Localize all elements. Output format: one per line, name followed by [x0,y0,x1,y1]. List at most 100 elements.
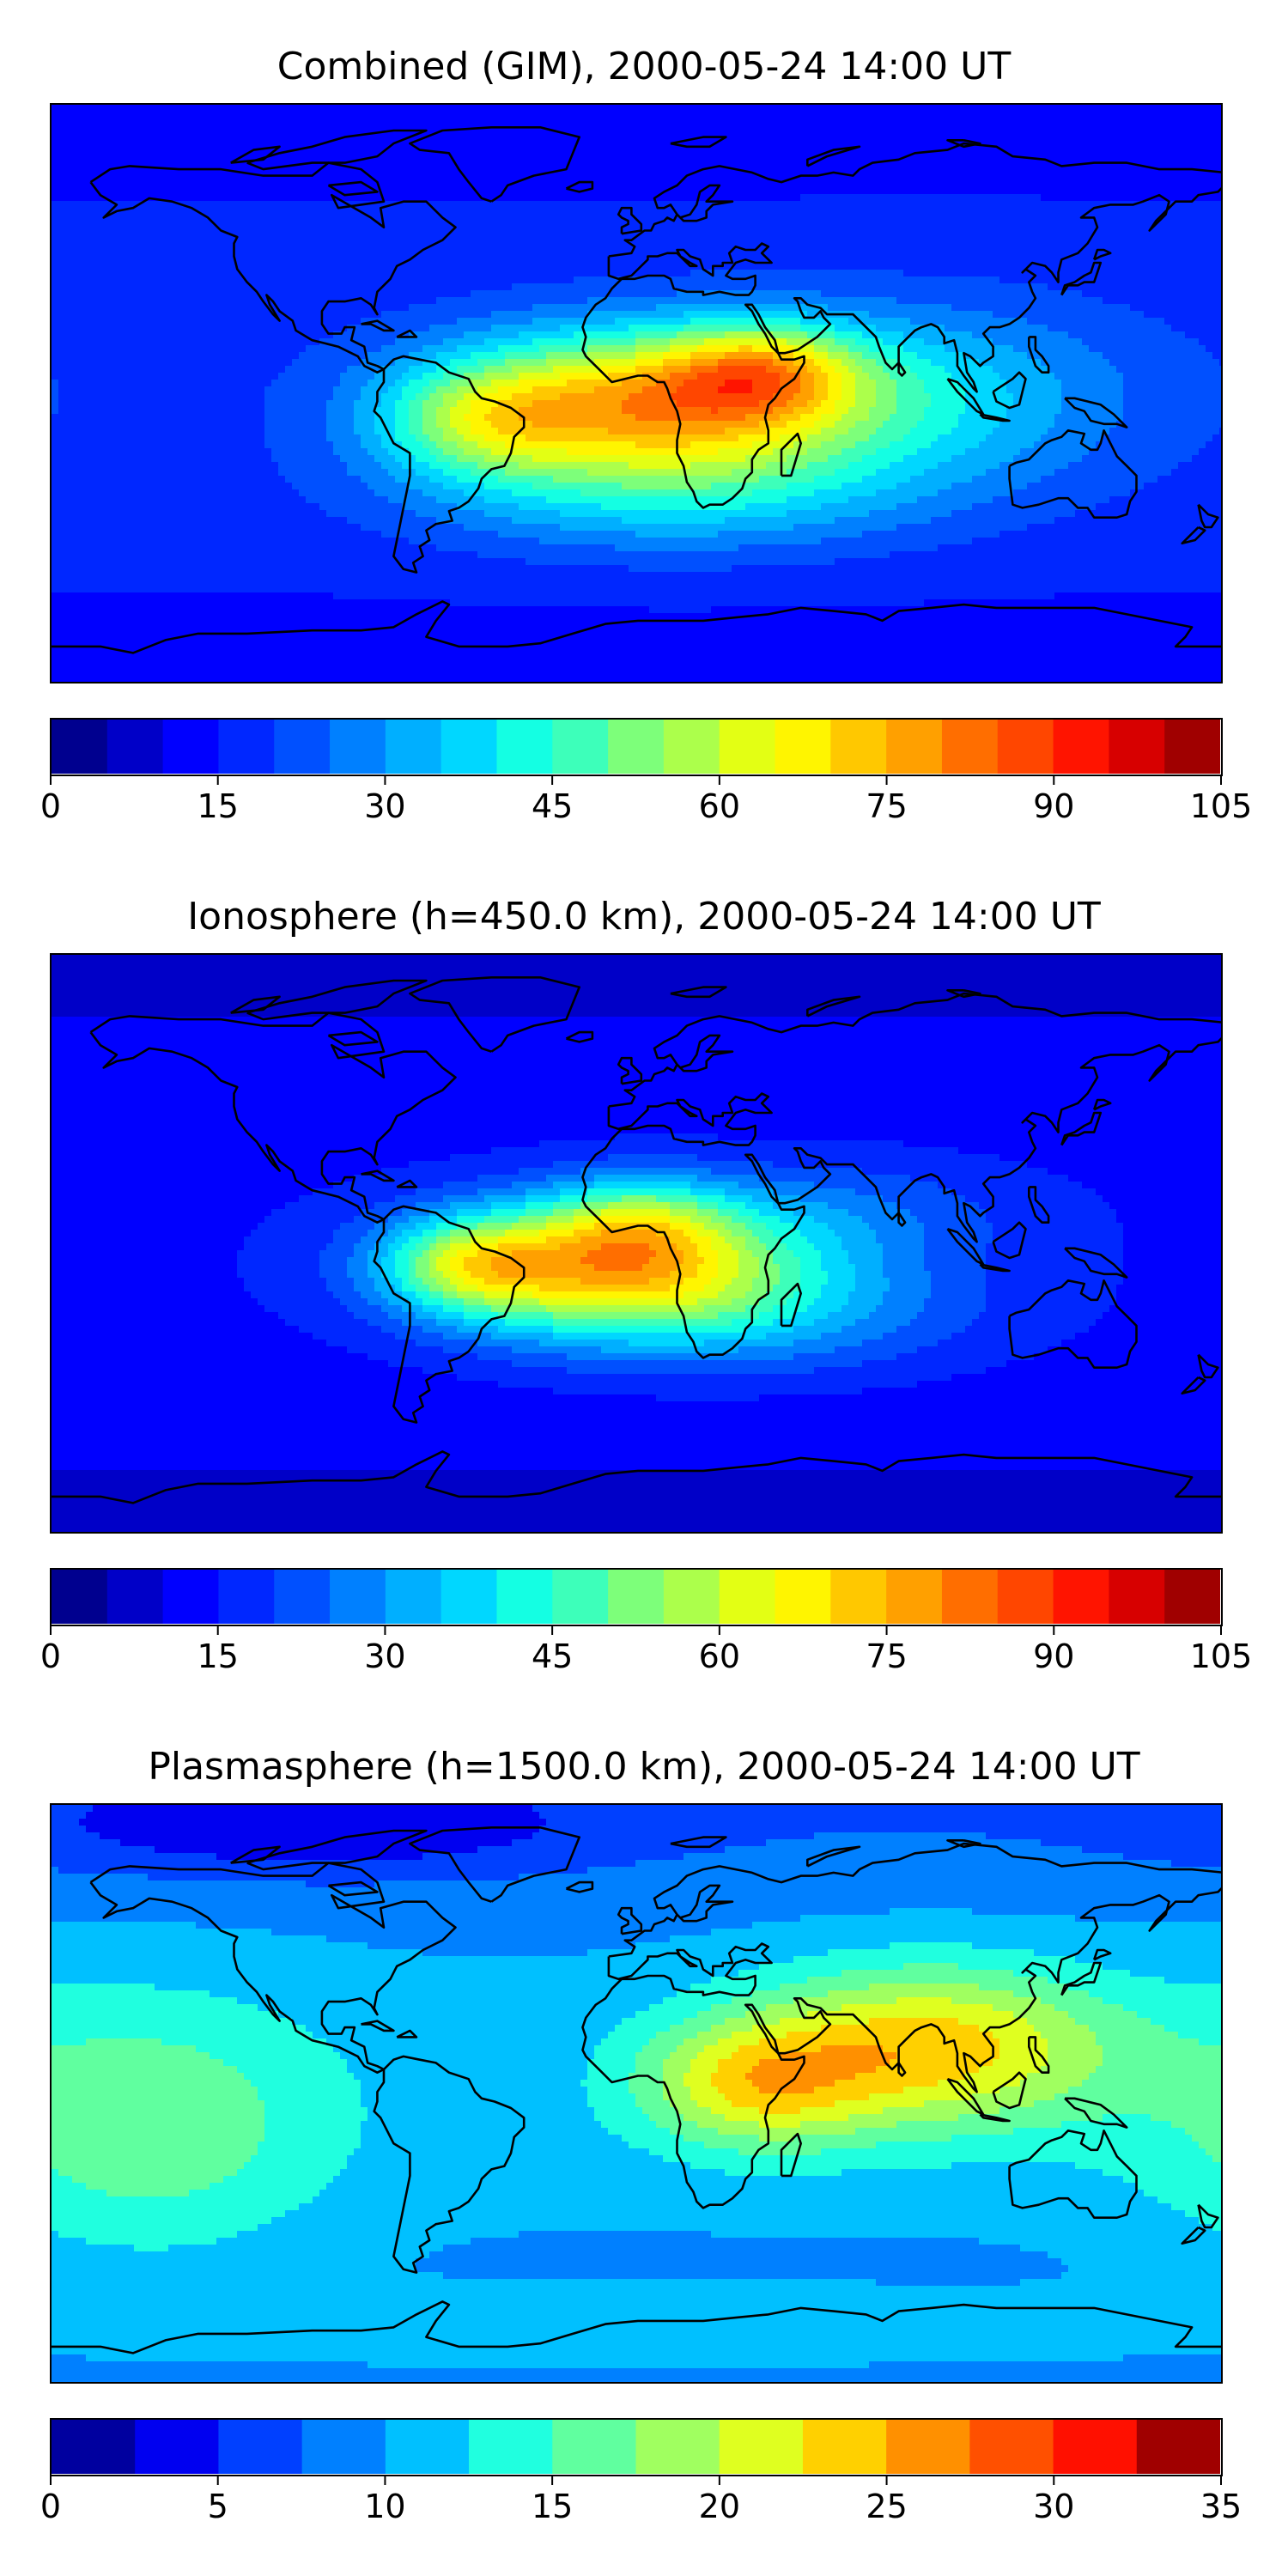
colorbar-bin [330,720,386,774]
coastline [780,432,802,477]
colorbar-bin [385,2420,470,2474]
coastline [979,413,1011,422]
coastline [373,355,526,574]
coastline [581,1842,1221,2209]
coastline [1092,1948,1112,1961]
coastline [676,1884,734,1923]
coastline [897,361,907,377]
colorbar-bin [635,2420,720,2474]
colorbar-tick-label: 5 [208,2488,228,2525]
coastline [581,142,1221,509]
coastline [806,145,861,167]
coastline [946,1227,985,1266]
colorbar-bin [106,720,164,774]
coastline [1064,2097,1128,2129]
colorbar-ticks-svg: 0 15 30 45 60 75 90 105 [40,1626,1252,1675]
colorbar-bin [1053,1570,1109,1624]
colorbar-bin [941,720,999,774]
coastline [1028,336,1050,374]
colorbar-bin [608,720,665,774]
colorbar-bin [802,2420,887,2474]
colorbar-bin [886,720,943,774]
coastline [230,995,281,1014]
coastline [246,129,428,171]
colorbar-bin [552,1570,609,1624]
coastline [581,992,1221,1359]
coastline [327,1030,379,1047]
colorbar-tick-label: 0 [40,1637,61,1675]
coastline [897,1212,907,1227]
heatmap-combined [52,105,1221,682]
coastline [806,1845,861,1868]
colorbar-bin [52,1570,108,1624]
colorbar-tick-label: 20 [699,2488,740,2525]
coastline [409,976,580,1053]
coastline [52,2300,1221,2354]
coastline [1028,1186,1050,1224]
colorbar-bin [330,1570,386,1624]
colorbar-bin [1109,1570,1165,1624]
colorbar-tick-label: 35 [1200,2488,1242,2525]
colorbar-bin [1109,720,1165,774]
coastline [1092,248,1112,261]
chart-title: Ionosphere (h=450.0 km), 2000-05-24 14:0… [0,895,1288,939]
coastline [230,1845,281,1864]
colorbar-tick-label: 105 [1190,1637,1253,1675]
coastline [361,1170,395,1182]
colorbar-bin [1053,2420,1138,2474]
coastline [52,600,1221,654]
coastline [396,2029,418,2038]
coastline [1028,2036,1050,2074]
colorbar-bin [52,2420,136,2474]
colorbar-tick-label: 90 [1033,1637,1074,1675]
colorbar-bin [162,720,220,774]
coastline [780,1282,802,1327]
colorbar-ticks: 0 5 10 15 20 25 30 35 [40,2476,1242,2528]
colorbar-bin [830,720,887,774]
coastline [246,979,428,1021]
colorbar-tick-label: 30 [364,787,405,825]
coastline [617,1906,643,1935]
coastline [52,1450,1221,1504]
colorbar-bin [52,720,108,774]
colorbar-bin [274,720,331,774]
colorbar-bin [496,1570,553,1624]
coastline [409,126,580,203]
coastline [89,1862,457,2074]
coastline [992,1221,1027,1260]
coastline [1181,1376,1206,1395]
colorbar-tick-label: 0 [40,2488,61,2525]
coastline [396,329,418,338]
colorbar-bin [886,1570,943,1624]
colorbar-bin [941,1570,999,1624]
coastline [1197,1353,1219,1379]
colorbar-svg [52,720,1220,774]
colorbar-tick-label: 45 [532,787,573,825]
colorbar-tick-label: 90 [1033,787,1074,825]
coastline [409,1826,580,1903]
coastline [992,371,1027,410]
coastline [1064,397,1128,428]
coastline [565,1030,594,1043]
colorbar-ticks: 0 15 30 45 60 75 90 105 [40,1626,1252,1678]
map-frame [50,1803,1223,2384]
colorbar-tick-label: 60 [699,787,740,825]
colorbar-bin [301,2420,386,2474]
colorbar-bin [886,2420,970,2474]
colorbar-bin [608,1570,665,1624]
coastline [670,986,727,999]
colorbar-bin [274,1570,331,1624]
colorbar-tick-label: 75 [866,787,907,825]
colorbar-tick-label: 60 [699,1637,740,1675]
coastline [361,319,395,332]
coastline [361,2020,395,2032]
colorbar-ticks-svg: 0 5 10 15 20 25 30 35 [40,2476,1242,2525]
colorbar-bin [218,720,275,774]
coastline [1181,2226,1206,2245]
colorbar-bin [218,1570,275,1624]
coastline [565,1880,594,1893]
coastline [780,2132,802,2178]
colorbar-tick-label: 45 [532,1637,573,1675]
coastline [946,377,985,416]
colorbar-tick-label: 75 [866,1637,907,1675]
